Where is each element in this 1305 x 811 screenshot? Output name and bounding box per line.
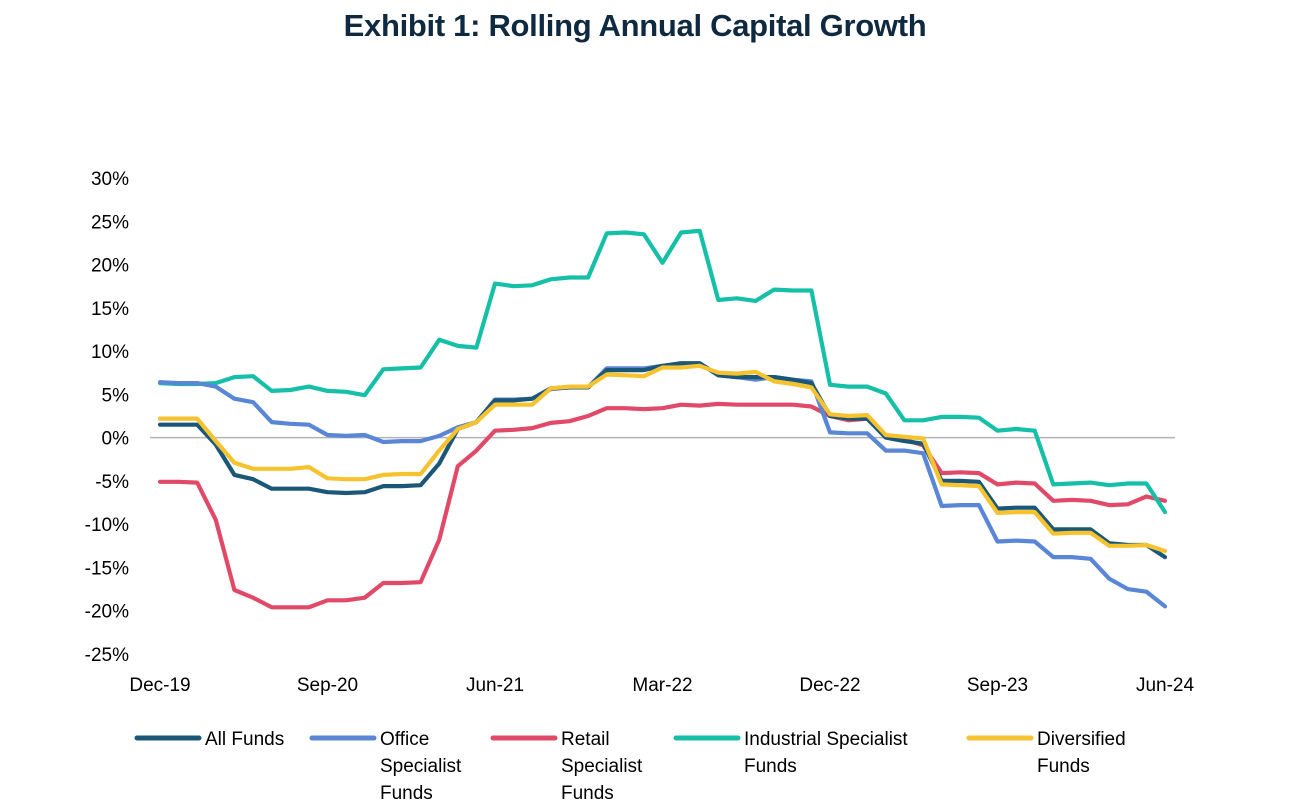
y-tick-label: -25% <box>85 645 129 666</box>
x-tick-label: Sep-20 <box>297 675 358 696</box>
chart-title: Exhibit 1: Rolling Annual Capital Growth <box>343 8 927 43</box>
legend-label: Industrial Specialist Funds <box>744 729 908 777</box>
y-tick-label: 5% <box>102 385 130 406</box>
y-tick-label: -10% <box>85 515 129 536</box>
x-tick-label: Mar-22 <box>632 675 692 696</box>
y-tick-label: 25% <box>91 212 129 233</box>
y-tick-label: -20% <box>85 602 129 623</box>
series-line <box>157 228 1168 515</box>
x-tick-label: Dec-22 <box>799 675 860 696</box>
series-group <box>157 228 1168 610</box>
y-tick-label: 0% <box>102 429 130 450</box>
series-line <box>157 401 1168 610</box>
x-tick-label: Jun-21 <box>466 675 524 696</box>
series-line <box>157 363 1168 554</box>
x-tick-label: Sep-23 <box>967 675 1028 696</box>
y-tick-label: 30% <box>91 169 129 190</box>
y-tick-label: -5% <box>95 472 129 493</box>
y-tick-label: 10% <box>91 342 129 363</box>
legend-label: Office Specialist Funds <box>380 729 462 804</box>
x-tick-label: Dec-19 <box>129 675 190 696</box>
x-axis: Dec-19 Sep-20 Jun-21 Mar-22 Dec-22 Sep-23 Jun-… <box>129 675 1194 696</box>
x-tick-label: Jun-24 <box>1136 675 1195 696</box>
y-tick-label: 15% <box>91 299 129 320</box>
legend: All Funds Office Specialist Funds Retail Spec… <box>134 729 1126 804</box>
legend-label: All Funds <box>205 729 284 750</box>
legend-label: Retail Specialist Funds <box>561 729 643 804</box>
y-axis: 30% 25% 20% 15% 10% 5% 0% -5% -10% -15% -20% -25% <box>85 169 129 666</box>
y-tick-label: 20% <box>91 256 129 277</box>
legend-label: Diversified Funds <box>1037 729 1126 777</box>
series-line <box>157 361 1168 560</box>
y-tick-label: -15% <box>85 558 129 579</box>
